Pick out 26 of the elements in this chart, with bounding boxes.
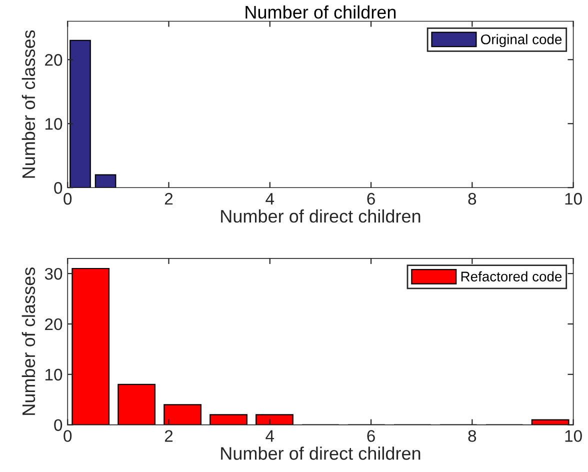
y-tick-label: 10 bbox=[45, 118, 62, 130]
legend-label: Refactored code bbox=[461, 271, 562, 282]
y-tick-label: 0 bbox=[54, 182, 62, 194]
chart-title: Number of children bbox=[246, 5, 396, 19]
y-tick-label: 20 bbox=[45, 54, 62, 66]
x-tick-label: 2 bbox=[164, 192, 173, 205]
x-tick-label: 10 bbox=[565, 192, 582, 205]
x-axis-title: Number of direct children bbox=[221, 446, 420, 460]
x-axis-title: Number of direct children bbox=[221, 209, 420, 223]
y-tick-label: 0 bbox=[54, 419, 62, 432]
x-tick-label: 0 bbox=[64, 192, 72, 205]
x-tick-label: 4 bbox=[266, 430, 274, 442]
x-tick-label: 6 bbox=[367, 430, 375, 442]
legend-label: Original code bbox=[481, 34, 562, 48]
x-tick-label: 2 bbox=[164, 430, 173, 442]
x-tick-label: 0 bbox=[64, 430, 72, 442]
x-tick-label: 10 bbox=[565, 430, 582, 442]
y-tick-label: 10 bbox=[45, 368, 62, 381]
y-tick-label: 20 bbox=[45, 318, 62, 330]
y-axis-title: Number of classes bbox=[22, 268, 36, 415]
y-axis-title: Number of classes bbox=[22, 30, 36, 178]
x-tick-label: 4 bbox=[266, 193, 274, 205]
x-tick-label: 8 bbox=[468, 192, 476, 205]
x-tick-label: 6 bbox=[367, 192, 375, 205]
x-tick-label: 8 bbox=[468, 430, 476, 442]
y-tick-label: 30 bbox=[44, 268, 62, 280]
